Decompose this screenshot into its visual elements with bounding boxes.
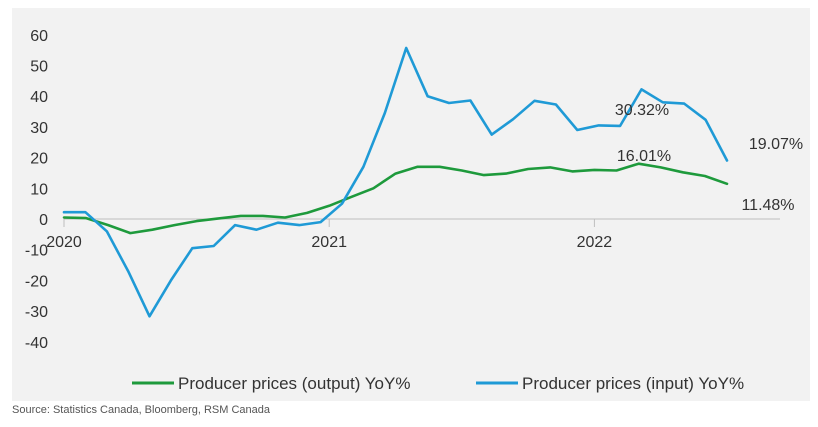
y-tick-label: -40 [25, 335, 48, 352]
y-tick-label: 0 [39, 212, 48, 229]
y-tick-label: 30 [30, 120, 48, 137]
y-tick-label: 10 [30, 181, 48, 198]
series-line-input [62, 46, 729, 318]
y-tick-label: 40 [30, 89, 48, 106]
y-tick-label: -20 [25, 273, 48, 290]
data-label: 11.48% [741, 197, 794, 214]
chart-panel: 60 50 40 30 20 10 0 -10 -20 -30 -40 2020 2021 2022 3… [12, 8, 810, 401]
x-tick-label: 2020 [46, 234, 82, 251]
legend-label-output: Producer prices (output) YoY% [178, 374, 410, 393]
data-label: 30.32% [615, 102, 669, 119]
x-axis: 2020 2021 2022 [46, 218, 780, 251]
y-axis-ticks: 60 50 40 30 20 10 0 -10 -20 -30 -40 [25, 28, 48, 352]
x-tick-label: 2022 [577, 234, 613, 251]
annotations: 30.32% 16.01% 19.07% 11.48% [615, 102, 803, 214]
y-tick-label: -10 [25, 243, 48, 260]
x-tick-label: 2021 [311, 234, 347, 251]
source-note: Source: Statistics Canada, Bloomberg, RS… [12, 404, 271, 416]
y-tick-label: 50 [30, 59, 48, 76]
y-tick-label: -30 [25, 304, 48, 321]
series-lines [62, 46, 729, 318]
legend: Producer prices (output) YoY% Producer pr… [132, 374, 744, 393]
y-tick-label: 20 [30, 151, 48, 168]
line-chart: 60 50 40 30 20 10 0 -10 -20 -30 -40 2020 2021 2022 3… [25, 28, 803, 393]
data-label: 19.07% [749, 136, 803, 153]
y-tick-label: 60 [30, 28, 48, 45]
data-label: 16.01% [617, 148, 671, 165]
series-line-output [62, 162, 729, 235]
legend-label-input: Producer prices (input) YoY% [522, 374, 744, 393]
